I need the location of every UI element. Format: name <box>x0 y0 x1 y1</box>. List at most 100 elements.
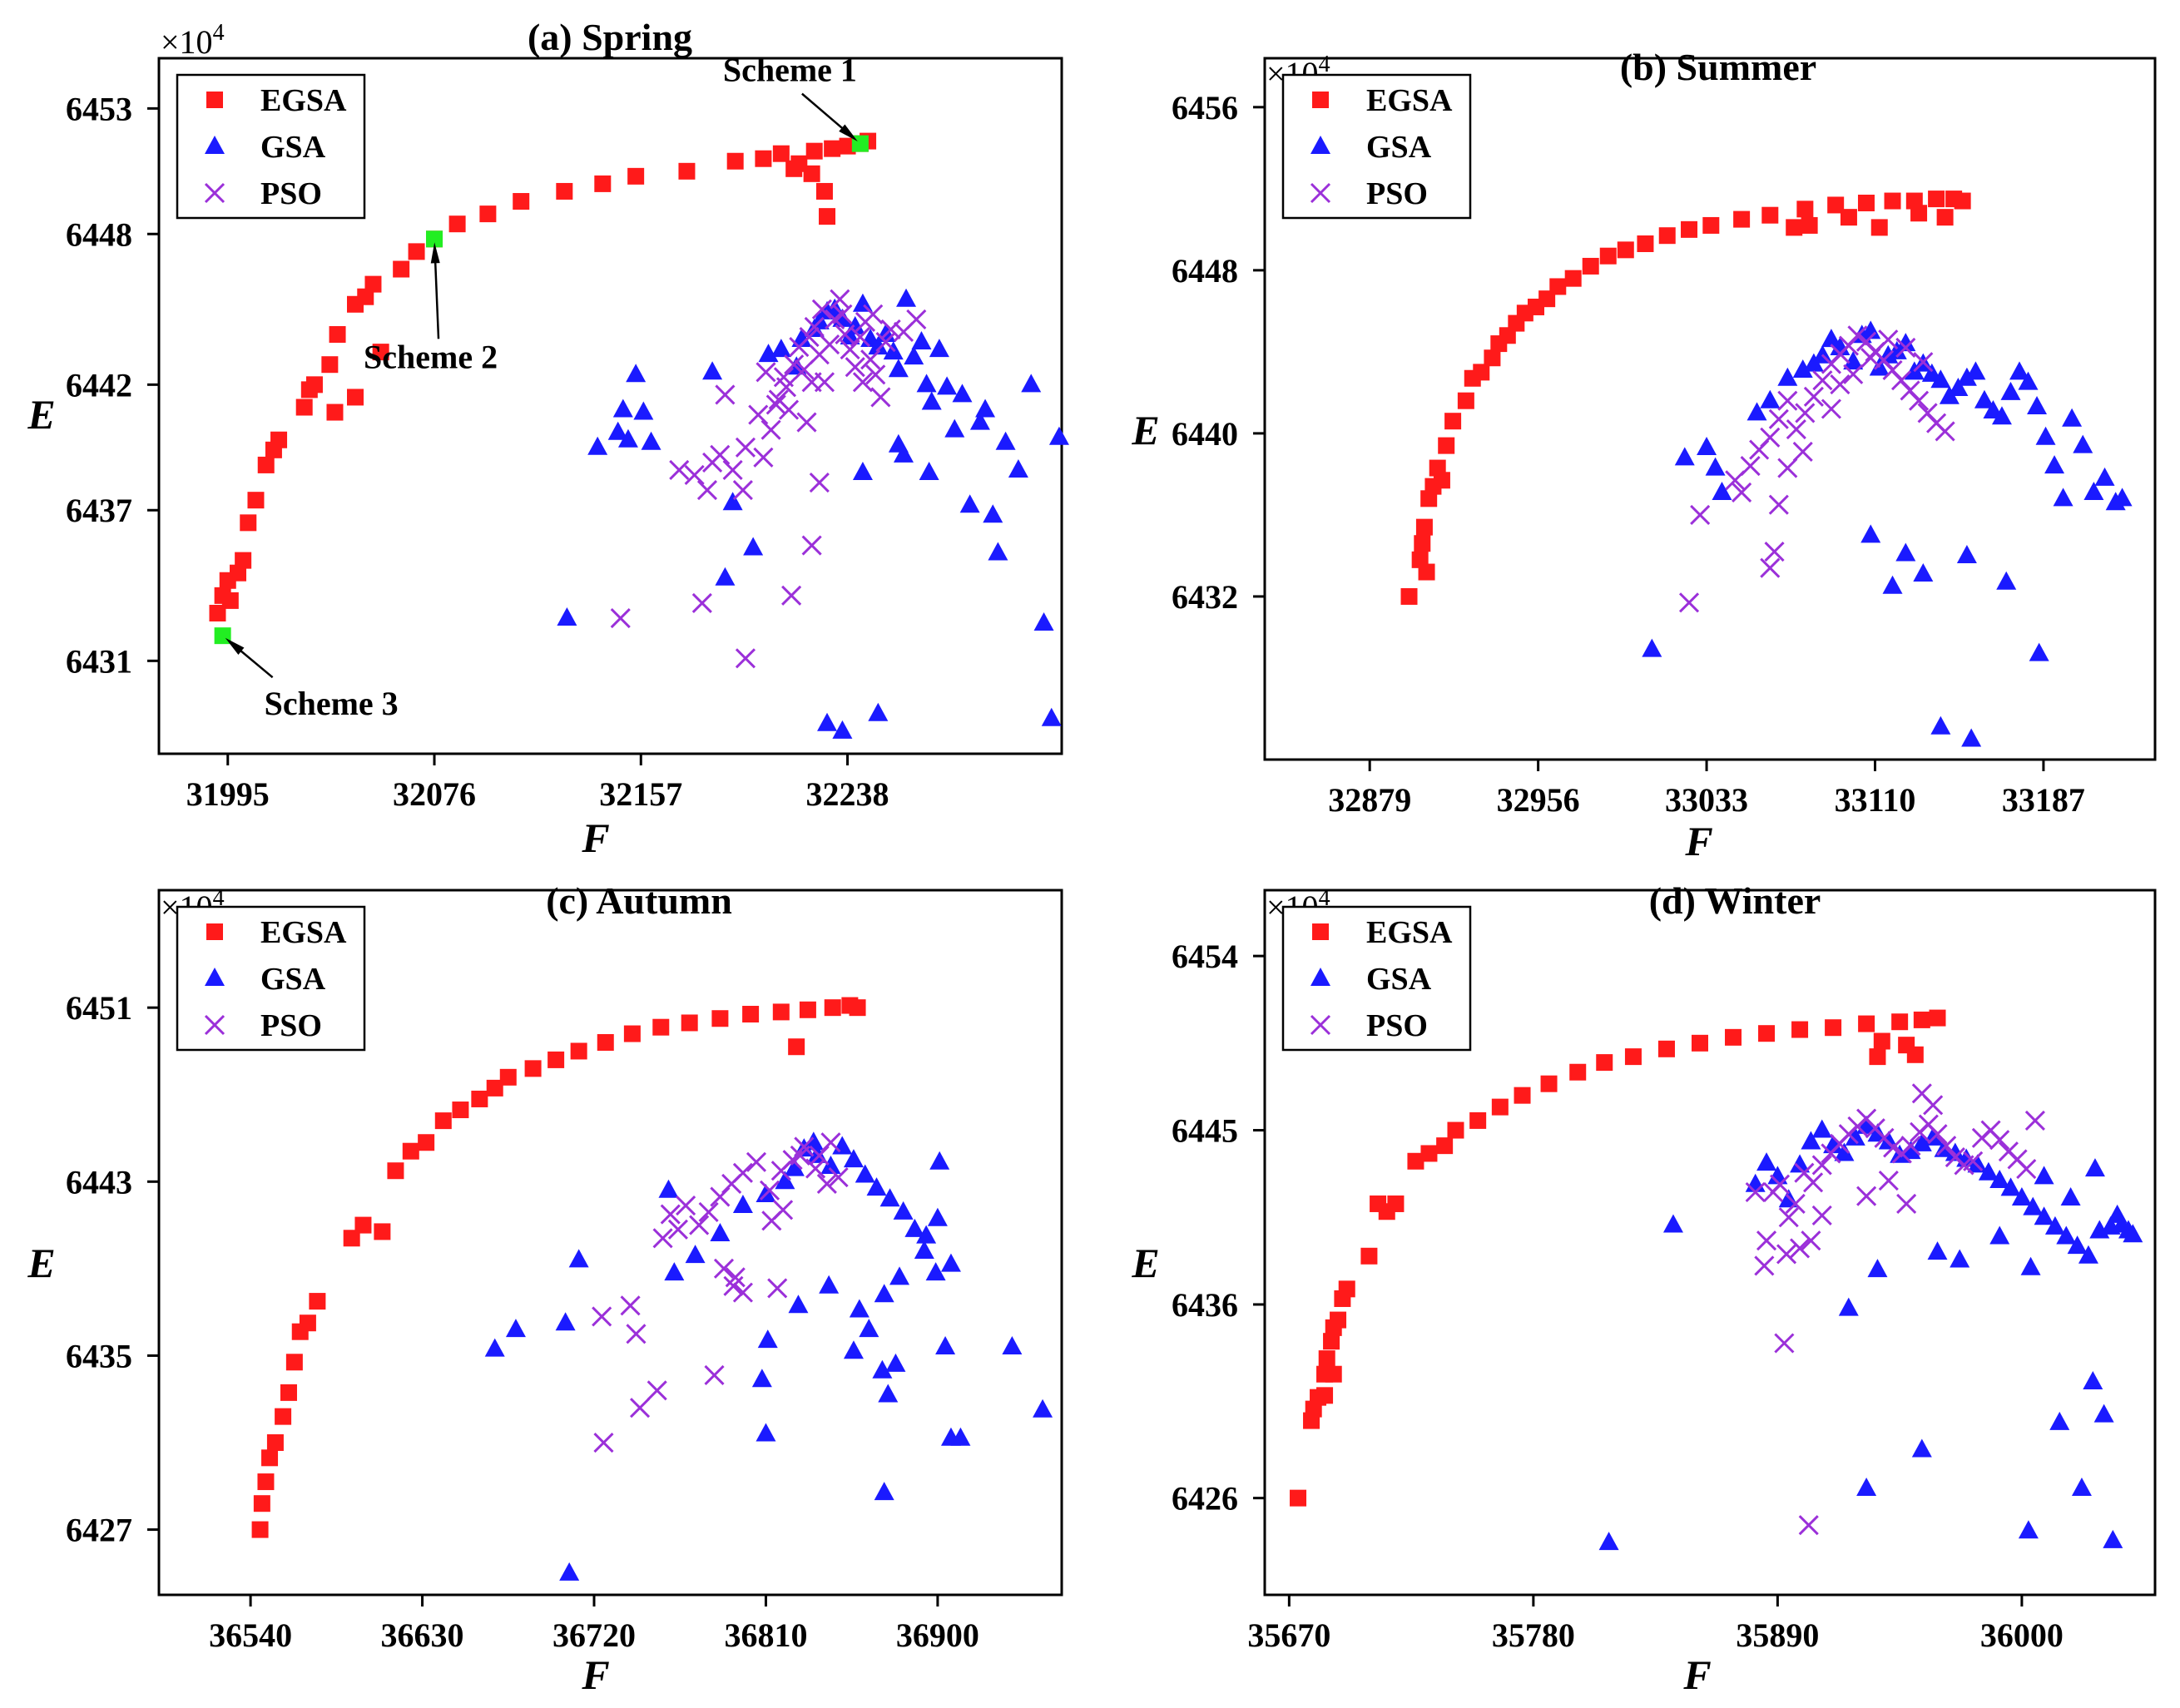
data-point <box>742 1006 760 1023</box>
data-point <box>524 1060 542 1077</box>
y-tick-label: 6451 <box>66 989 132 1027</box>
data-point <box>788 1295 809 1314</box>
data-point <box>959 494 980 513</box>
data-point <box>1834 1142 1855 1161</box>
data-point <box>374 1223 391 1240</box>
data-point <box>568 1249 589 1268</box>
data-point <box>1678 592 1700 613</box>
data-point <box>434 1112 452 1130</box>
data-point <box>1909 390 1930 411</box>
data-point <box>1803 1172 1824 1193</box>
data-point <box>1323 1333 1340 1350</box>
data-point <box>2044 1215 2065 1235</box>
data-point <box>952 384 973 403</box>
panel-winter: (d) Winter ×104 E F 35670357803589036000… <box>1131 879 2157 1698</box>
data-point <box>755 150 772 167</box>
data-point <box>2034 1206 2054 1225</box>
data-point <box>629 1398 651 1418</box>
data-point <box>743 537 764 556</box>
data-point <box>863 304 884 324</box>
data-point <box>1473 364 1490 381</box>
data-point <box>1438 437 1455 454</box>
data-point <box>1827 196 1845 214</box>
y-tick-label: 6426 <box>1172 1480 1238 1517</box>
legend-marker <box>205 136 225 154</box>
data-point <box>1712 481 1732 500</box>
data-point <box>1774 1333 1795 1354</box>
data-point <box>1484 349 1501 367</box>
annotation-label: Scheme 2 <box>364 338 498 375</box>
data-point <box>2035 426 2056 445</box>
data-point <box>2083 1371 2103 1390</box>
data-point <box>285 1354 303 1371</box>
data-point <box>372 344 389 361</box>
data-point <box>1733 210 1751 228</box>
data-point <box>788 1038 805 1056</box>
legend: EGSA GSA PSO <box>176 73 366 220</box>
data-point <box>1795 403 1816 423</box>
data-point <box>1681 220 1698 238</box>
data-point <box>1911 1438 1932 1458</box>
data-point <box>889 1266 910 1285</box>
data-point <box>1974 389 1994 408</box>
series-pso <box>1745 1083 2045 1536</box>
annotation: Scheme 3 <box>214 627 399 722</box>
data-point <box>937 376 958 395</box>
data-point <box>756 362 776 383</box>
data-point <box>1732 482 1752 503</box>
data-point <box>1002 1335 1023 1354</box>
y-tick-label: 6453 <box>66 90 132 127</box>
legend-marker <box>1310 136 1330 154</box>
data-point <box>2029 642 2049 661</box>
data-point <box>843 1340 864 1359</box>
data-point <box>1414 535 1431 552</box>
annotation-arrow <box>434 250 440 339</box>
legend-marker <box>1312 923 1329 940</box>
data-point <box>875 331 896 353</box>
data-point <box>1776 1244 1797 1265</box>
data-point <box>1582 257 1599 275</box>
data-point <box>1745 1173 1766 1192</box>
y-tick-label: 6442 <box>66 366 132 403</box>
data-point <box>732 480 753 501</box>
x-axis-label: F <box>581 814 609 861</box>
data-point <box>796 412 817 433</box>
data-point <box>2024 1110 2045 1131</box>
data-point <box>1777 367 1798 386</box>
data-point <box>2094 467 2115 486</box>
data-point <box>1830 374 1851 395</box>
y-multiplier: ×104 <box>161 20 225 61</box>
data-point <box>2023 1196 2044 1215</box>
data-point <box>1860 320 1881 339</box>
legend-label: PSO <box>1366 1008 1428 1043</box>
data-point <box>1927 1241 1948 1260</box>
y-tick-label: 6443 <box>66 1163 132 1201</box>
data-point <box>1360 1247 1378 1265</box>
data-point <box>261 1449 279 1467</box>
data-point <box>2020 1256 2041 1275</box>
series-pso <box>610 289 927 669</box>
data-point <box>681 1014 698 1032</box>
data-point <box>1978 1161 1999 1181</box>
data-point <box>817 712 838 731</box>
data-point <box>1867 1259 1888 1278</box>
x-axis-label: F <box>581 1651 609 1698</box>
data-point <box>2103 1529 2123 1548</box>
data-point <box>735 648 756 669</box>
data-point <box>1420 1145 1438 1162</box>
data-point <box>1768 494 1789 515</box>
data-point <box>1883 1137 1904 1158</box>
data-point <box>343 1230 360 1247</box>
data-point <box>1956 367 1977 386</box>
data-point <box>240 514 257 532</box>
x-tick-label: 32956 <box>1497 781 1580 819</box>
data-point <box>623 1025 641 1042</box>
data-point <box>1564 270 1582 287</box>
x-tick-label: 36900 <box>896 1616 979 1654</box>
data-point <box>906 309 927 329</box>
data-point <box>209 604 226 621</box>
data-point <box>799 326 820 348</box>
data-point <box>1778 1207 1799 1228</box>
data-point <box>1764 541 1785 562</box>
data-point <box>921 391 942 410</box>
